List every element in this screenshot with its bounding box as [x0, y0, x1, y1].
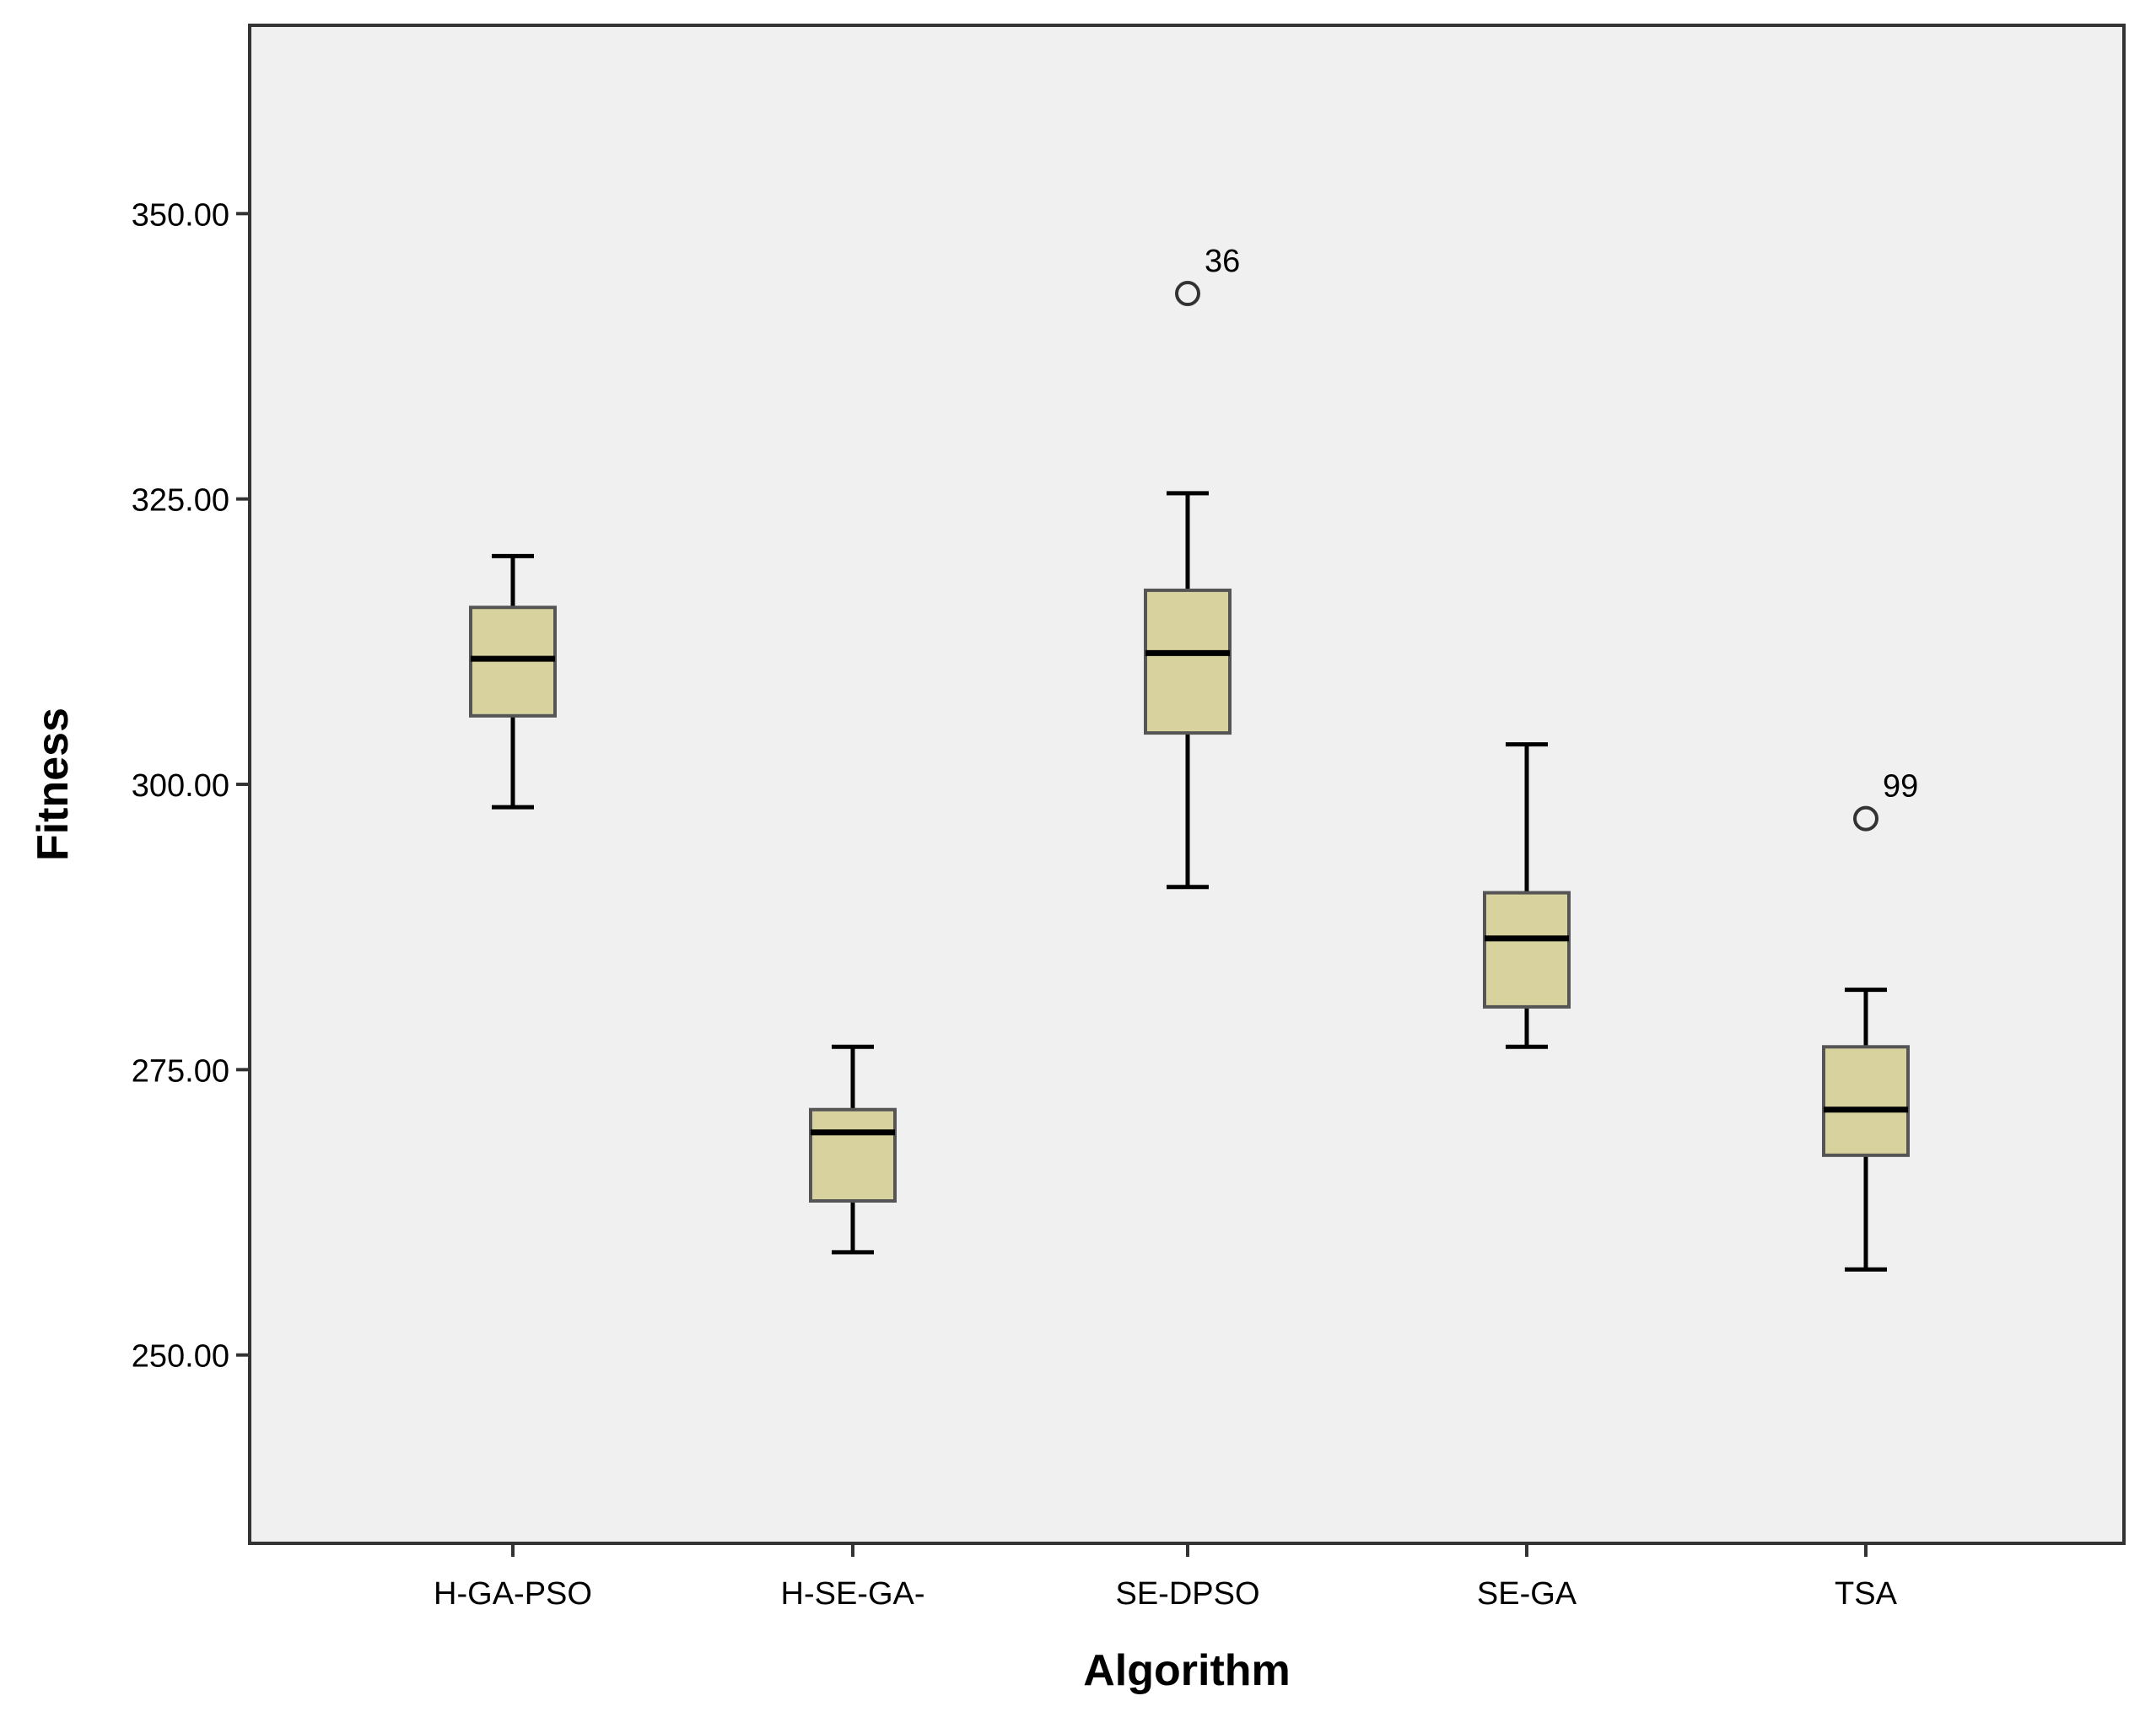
y-tick-label: 250.00: [132, 1339, 229, 1375]
x-axis-title: Algorithm: [1083, 1646, 1291, 1695]
x-tick-label: SE-DPSO: [1115, 1576, 1259, 1612]
box-iqr: [809, 1107, 897, 1203]
outlier-point: [1853, 805, 1878, 832]
box-se-dpso: 36: [1144, 244, 1240, 890]
y-axis: 250.00 275.00 300.00 325.00 350.00: [132, 197, 250, 1375]
box-se-ga: [1483, 742, 1571, 1049]
x-axis: H-GA-PSO H-SE-GA- SE-DPSO SE-GA TSA: [434, 1543, 1898, 1612]
y-tick-label: 300.00: [132, 768, 229, 804]
box-h-ga-pso: [469, 553, 557, 810]
y-tick-label: 325.00: [132, 483, 229, 519]
y-tick-label: 275.00: [132, 1053, 229, 1089]
x-tick-label: TSA: [1835, 1576, 1898, 1612]
outlier-label: 99: [1883, 769, 1918, 805]
box-iqr: [1144, 588, 1232, 735]
outlier-label: 36: [1205, 244, 1240, 279]
boxes-group: 36 99: [469, 244, 1918, 1272]
box-iqr: [1822, 1045, 1910, 1157]
x-tick-label: H-SE-GA-: [781, 1576, 925, 1612]
y-axis-title: Fitness: [29, 708, 78, 861]
x-tick-label: H-GA-PSO: [434, 1576, 592, 1612]
y-tick-label: 350.00: [132, 197, 229, 233]
outlier-point: [1175, 281, 1200, 307]
box-tsa: 99: [1822, 769, 1918, 1272]
box-iqr: [1483, 891, 1571, 1009]
box-h-se-ga: [809, 1044, 897, 1255]
x-tick-label: SE-GA: [1477, 1576, 1577, 1612]
